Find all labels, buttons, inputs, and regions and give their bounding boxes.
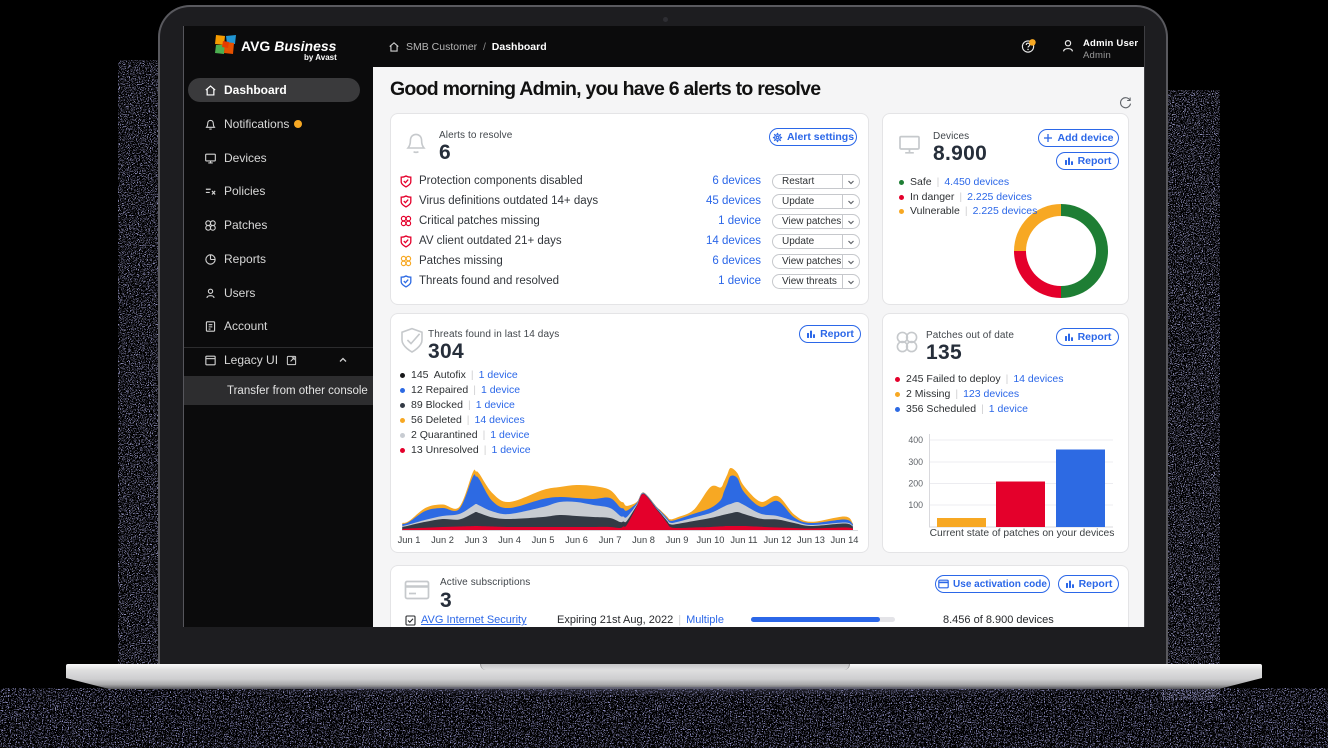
svg-text:400: 400 [908,435,923,445]
svg-text:Jun 12: Jun 12 [764,535,792,545]
svg-text:Jun 5: Jun 5 [532,535,555,545]
svg-text:Jun 1: Jun 1 [398,535,421,545]
svg-text:Jun 4: Jun 4 [498,535,521,545]
svg-text:Jun 7: Jun 7 [599,535,622,545]
svg-text:Current state of patches on yo: Current state of patches on your devices [930,528,1115,539]
svg-text:300: 300 [908,457,923,467]
svg-text:Jun 14: Jun 14 [831,535,859,545]
svg-text:Jun 8: Jun 8 [632,535,655,545]
svg-text:Jun 10: Jun 10 [697,535,725,545]
svg-text:Jun 3: Jun 3 [465,535,488,545]
svg-text:Jun 6: Jun 6 [565,535,588,545]
svg-text:Jun 11: Jun 11 [730,535,757,545]
svg-text:Jun 13: Jun 13 [797,535,825,545]
svg-text:Jun 2: Jun 2 [431,535,454,545]
svg-text:200: 200 [908,479,923,489]
svg-text:100: 100 [908,500,923,510]
svg-text:Jun 9: Jun 9 [666,535,689,545]
